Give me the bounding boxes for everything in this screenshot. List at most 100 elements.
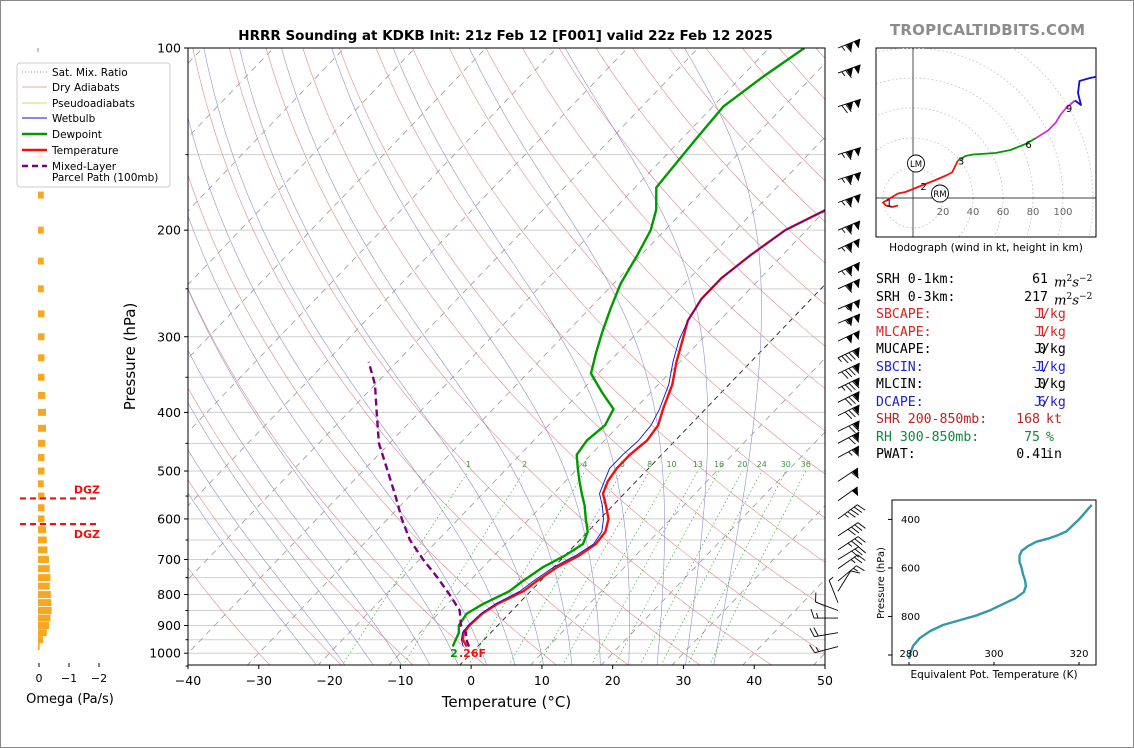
mixing-ratio-line (709, 470, 806, 665)
index-label: DCAPE: (876, 394, 924, 410)
isotherm-line (188, 48, 770, 654)
skewt-plot-frame (187, 47, 826, 666)
theta-e-y-tick-label: 800 (901, 612, 920, 623)
wind-barb-feather (848, 352, 856, 360)
mixing-ratio-line (660, 470, 762, 665)
wind-barb-half-feather (844, 513, 849, 518)
wind-barb-flag (853, 391, 860, 401)
wind-barb (837, 330, 860, 344)
hodograph-inner: 20 40 60 80 100 1 2 3 6 9 LM RM (876, 48, 1096, 237)
skewt-background-lines: 1 2 4 6 8 10 13 16 20 24 30 36 (188, 48, 825, 665)
wind-barb (837, 171, 862, 186)
pseudo-adiabat (684, 48, 762, 665)
wind-barb-feather (852, 366, 860, 374)
mixing-ratio-label: 20 (737, 460, 747, 469)
wind-barb-half-feather (841, 46, 846, 51)
x-tick-label: −30 (246, 673, 272, 688)
index-row: MLCAPE: 1 J/kg (876, 324, 1106, 342)
wind-barb-feather (841, 355, 849, 364)
isotherm-line (188, 48, 699, 581)
hodograph-height-label: 6 (1025, 140, 1031, 151)
hodograph-panel: 20 40 60 80 100 1 2 3 6 9 LM RM Hodograph (wind in k… (875, 47, 1097, 254)
dry-adiabat (302, 48, 825, 654)
index-row: SRH 0-3km: 217 m2s−2 (876, 289, 1106, 308)
pseudo-adiabat (188, 402, 374, 665)
omega-bar (38, 333, 45, 341)
index-value: 0 (1038, 342, 1046, 357)
mixing-ratio-line (614, 470, 720, 665)
x-tick-label: 50 (817, 673, 833, 688)
omega-bar (38, 439, 46, 447)
wind-barb-feather (844, 268, 853, 277)
y-tick-label: 700 (157, 552, 181, 567)
dgz-label-bottom: DGZ (74, 528, 100, 541)
wind-barb (837, 486, 859, 502)
theta-e-y-tick-label: 600 (901, 563, 920, 574)
hodograph-height-label: 1 (886, 199, 892, 210)
wind-barb-feather (845, 151, 852, 161)
index-value: 168 (1016, 412, 1040, 427)
wind-barb (837, 278, 861, 293)
wind-barb-half-feather (845, 305, 850, 311)
wind-barb-flag (846, 42, 853, 52)
index-row: MLCIN: 0 J/kg (876, 376, 1106, 394)
wind-barb (809, 627, 839, 638)
omega-bar (38, 629, 47, 637)
wind-barb-half-feather (841, 71, 846, 77)
index-row: SRH 0-1km: 61 m2s−2 (876, 271, 1106, 290)
wind-barb-feather (848, 409, 856, 418)
wind-barb-feather (857, 504, 866, 511)
wind-barb-feather (845, 44, 852, 53)
omega-bar (38, 492, 45, 500)
wind-barb-feather (857, 536, 866, 543)
wind-barb-flag (851, 486, 859, 497)
index-unit: J/kg (1034, 307, 1066, 322)
omega-bar (38, 536, 47, 544)
omega-bar (38, 599, 52, 607)
wind-barb (837, 220, 861, 235)
wind-barb (837, 420, 860, 434)
x-tick-label: 40 (746, 673, 762, 688)
wind-barb-half-feather (841, 386, 846, 391)
wind-barb-feather (854, 524, 863, 531)
wind-barb-flag (853, 313, 861, 324)
legend-label: Mixed-Layer (52, 161, 117, 173)
index-value: 6 (1038, 394, 1046, 410)
omega-bar (38, 373, 45, 381)
pseudo-adiabat (188, 288, 431, 665)
pseudo-adiabat (188, 449, 346, 665)
wind-barb-half-feather (850, 559, 856, 564)
sfc-dewpoint-label: 2 (450, 647, 458, 660)
wind-barb-flag (846, 149, 854, 159)
index-value: -1 (1030, 359, 1046, 375)
wind-barb (837, 445, 860, 458)
wind-barb-feather (857, 554, 866, 561)
wind-barb-feather (850, 509, 859, 516)
x-tick-label: −20 (316, 673, 342, 688)
y-axis-label: Pressure (hPa) (121, 303, 139, 411)
theta-e-x-axis-label: Equivalent Pot. Temperature (K) (910, 669, 1077, 681)
wind-barb-half-feather (837, 357, 842, 362)
y-tick-label: 900 (157, 618, 181, 633)
brand-watermark: TROPICALTIDBITS.COM (890, 21, 1086, 39)
wind-barb-flag (853, 64, 861, 75)
wind-barb-feather (845, 199, 852, 208)
index-label: MUCAPE: (876, 342, 932, 357)
index-row: RH 300-850mb: 75% (876, 429, 1106, 447)
wind-barb-feather (856, 565, 865, 572)
wind-barb-flag (846, 242, 853, 252)
wind-barb-feather (844, 285, 853, 293)
wetbulb-line (460, 209, 825, 647)
omega-bar (38, 285, 44, 293)
wind-barb-feather (847, 528, 856, 536)
omega-bar (38, 515, 45, 523)
wind-barb-feather (845, 176, 852, 186)
index-value: 217 (1024, 289, 1048, 305)
mixing-ratio-line (402, 470, 525, 665)
skewt-profile-lines: 2.26F (367, 48, 825, 660)
omega-bar (38, 424, 46, 432)
wind-barb-half-feather (853, 567, 858, 572)
dry-adiabat (375, 48, 825, 563)
index-unit: m2s−2 (1054, 291, 1093, 308)
